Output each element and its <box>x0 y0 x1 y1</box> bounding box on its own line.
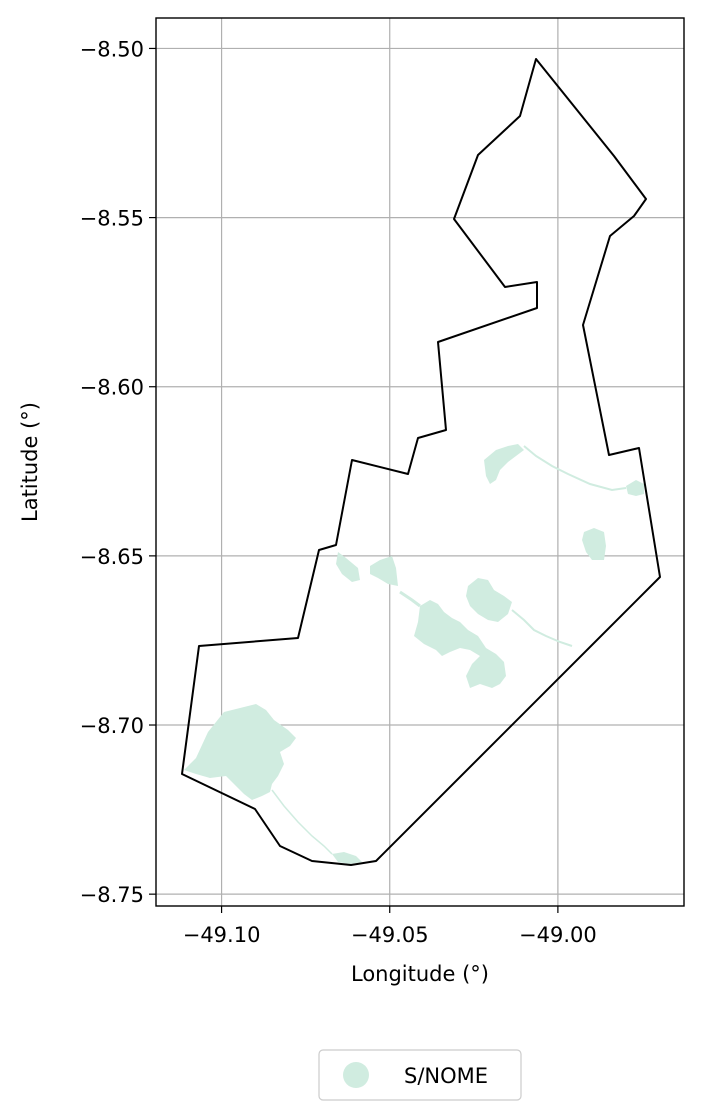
y-axis-label: Latitude (°) <box>18 402 42 522</box>
legend-marker <box>343 1062 369 1088</box>
y-axis-ticks: −8.50 −8.55 −8.60 −8.65 −8.70 −8.75 <box>80 37 156 907</box>
stream-line <box>523 445 627 492</box>
unnamed-area-patch <box>332 852 362 864</box>
legend: S/NOME <box>318 1049 522 1101</box>
stream-line <box>399 590 421 608</box>
unnamed-area-patch <box>466 578 512 622</box>
unnamed-area-patch <box>414 600 506 688</box>
stream-line <box>511 609 573 647</box>
legend-box <box>318 1049 522 1101</box>
x-tick-label: −49.05 <box>351 923 429 947</box>
unnamed-area-patch <box>484 444 524 484</box>
y-tick-label: −8.70 <box>80 714 144 738</box>
y-tick-label: −8.75 <box>80 883 144 907</box>
y-tick-label: −8.60 <box>80 376 144 400</box>
x-axis-label: Longitude (°) <box>351 962 489 986</box>
plot-frame <box>155 17 685 907</box>
unnamed-area-patch <box>336 552 360 582</box>
legend-label: S/NOME <box>404 1064 488 1088</box>
unnamed-area-patch <box>626 480 644 496</box>
unnamed-area-patch <box>370 556 398 586</box>
stream-line <box>271 789 333 855</box>
x-tick-label: −49.10 <box>183 923 261 947</box>
x-tick-label: −49.00 <box>519 923 597 947</box>
y-tick-label: −8.65 <box>80 545 144 569</box>
municipality-boundary <box>181 58 661 866</box>
unnamed-area-patch <box>184 704 296 800</box>
map-shapes <box>181 58 661 866</box>
unnamed-area-patch <box>582 528 606 560</box>
x-axis-ticks: −49.10 −49.05 −49.00 <box>183 906 597 947</box>
y-tick-label: −8.50 <box>80 37 144 61</box>
y-tick-label: −8.55 <box>80 207 144 231</box>
